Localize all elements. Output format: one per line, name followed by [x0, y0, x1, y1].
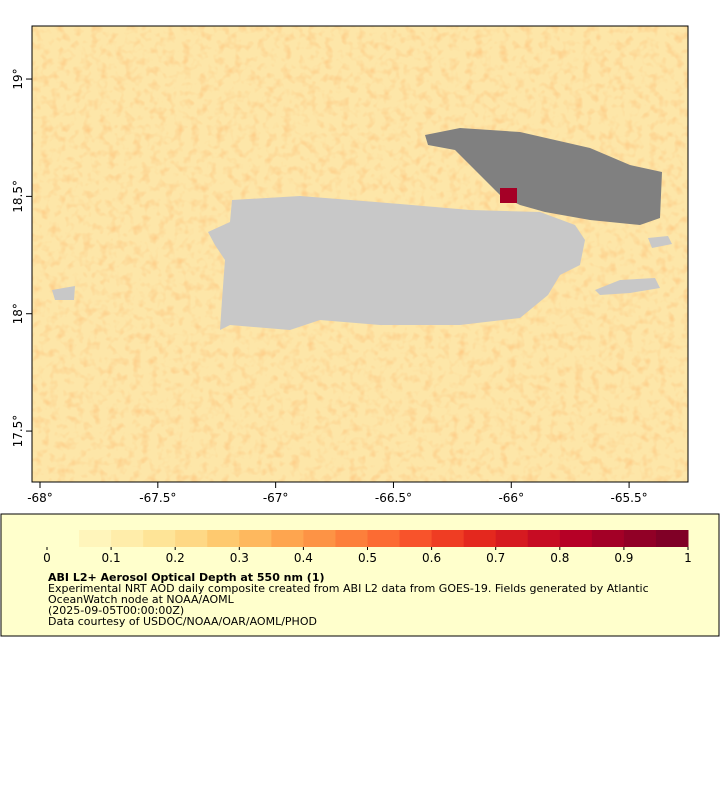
colorbar-swatch — [495, 530, 529, 547]
colorbar: 0 0.1 0.2 0.3 0.4 0.5 0.6 0.7 0.8 0.9 1 — [43, 530, 692, 565]
colorbar-swatch — [527, 530, 561, 547]
colorbar-tick-label: 0 — [43, 551, 51, 565]
colorbar-swatch — [591, 530, 625, 547]
colorbar-swatch — [207, 530, 240, 547]
colorbar-tick-label: 0.9 — [614, 551, 633, 565]
colorbar-tick-label: 0.2 — [166, 551, 185, 565]
colorbar-tick-label: 0.5 — [358, 551, 377, 565]
legend-line: (2025-09-05T00:00:00Z) — [48, 604, 184, 617]
x-tick-label: -66° — [498, 491, 524, 505]
land-mona — [52, 286, 75, 300]
colorbar-swatch — [143, 530, 176, 547]
colorbar-swatch — [79, 530, 112, 547]
land-vieques — [595, 278, 660, 295]
colorbar-swatch — [623, 530, 657, 547]
colorbar-tick-label: 1 — [684, 551, 692, 565]
colorbar-tick-label: 0.7 — [486, 551, 505, 565]
colorbar-swatch — [303, 530, 336, 547]
colorbar-tick-label: 0.1 — [102, 551, 121, 565]
map-raster — [32, 26, 688, 482]
colorbar-swatch — [335, 530, 368, 547]
legend-title: ABI L2+ Aerosol Optical Depth at 550 nm … — [48, 571, 325, 584]
x-tick-label: -67° — [263, 491, 289, 505]
x-tick-label: -65.5° — [611, 491, 648, 505]
colorbar-swatch — [111, 530, 144, 547]
colorbar-swatch — [463, 530, 497, 547]
x-tick-label: -66.5° — [375, 491, 412, 505]
cloud-mask — [425, 128, 662, 225]
colorbar-swatch — [239, 530, 272, 547]
y-tick-label: 17.5° — [11, 415, 25, 448]
colorbar-swatch — [655, 530, 689, 547]
colorbar-swatch — [367, 530, 401, 547]
colorbar-swatch — [559, 530, 593, 547]
colorbar-swatch — [271, 530, 304, 547]
land-culebra — [648, 236, 672, 248]
x-tick-label: -68° — [27, 491, 53, 505]
colorbar-tick-label: 0.3 — [230, 551, 249, 565]
map-frame — [31, 25, 689, 483]
y-tick-label: 19° — [11, 68, 25, 89]
legend-line: Data courtesy of USDOC/NOAA/OAR/AOML/PHO… — [48, 615, 317, 628]
y-tick-label: 18° — [11, 303, 25, 324]
colorbar-tick-label: 0.8 — [550, 551, 569, 565]
colorbar-tick-label: 0.6 — [422, 551, 441, 565]
legend-line: OceanWatch node at NOAA/AOML — [48, 593, 235, 606]
colorbar-swatch — [175, 530, 208, 547]
colorbar-swatch — [47, 530, 80, 547]
colorbar-tick-label: 0.4 — [294, 551, 313, 565]
colorbar-swatch — [431, 530, 465, 547]
y-tick-label: 18.5° — [11, 180, 25, 213]
colorbar-swatch — [399, 530, 433, 547]
x-tick-label: -67.5° — [139, 491, 176, 505]
legend-line: Experimental NRT AOD daily composite cre… — [48, 582, 649, 595]
high-aod-cell — [500, 188, 517, 203]
land-puerto-rico — [208, 196, 585, 330]
